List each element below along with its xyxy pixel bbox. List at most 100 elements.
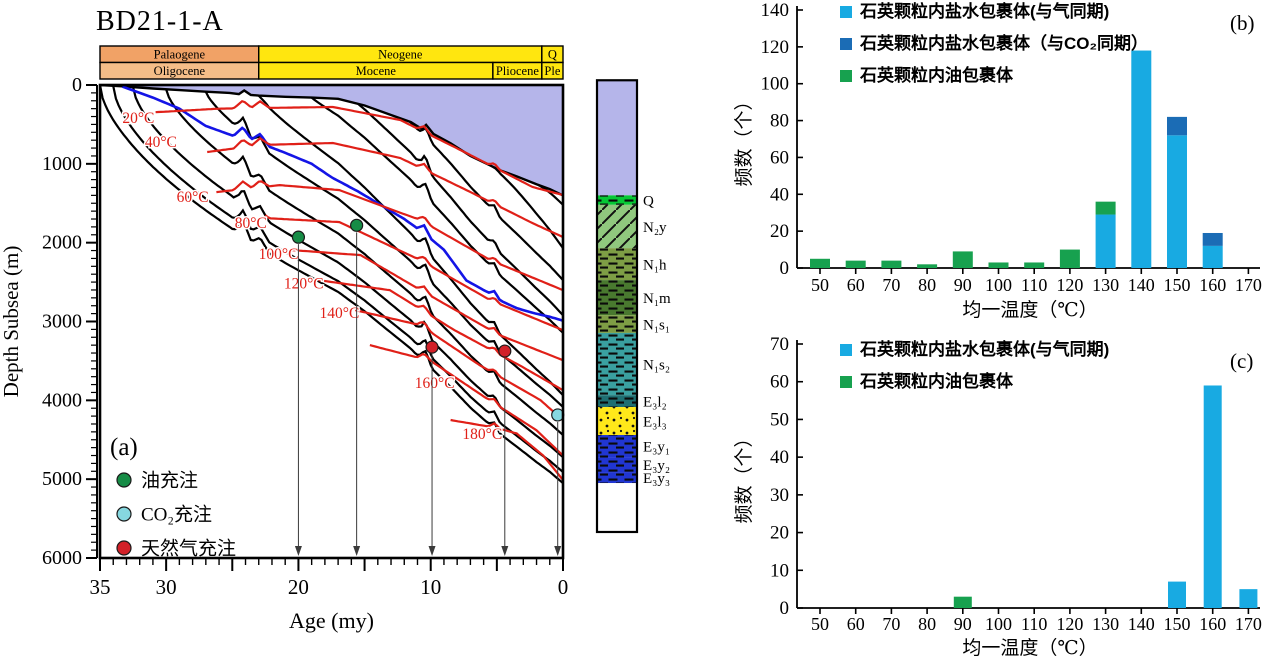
y-tick-label: 60	[770, 372, 789, 393]
column-unit-pattern	[597, 457, 637, 473]
bar-segment	[1202, 245, 1223, 268]
bar-segment	[917, 264, 938, 268]
bar-segment	[1024, 262, 1045, 268]
timescale-label: Palaogene	[154, 48, 206, 62]
isotherm-curve	[355, 309, 563, 422]
x-tick-label: 50	[811, 614, 829, 634]
column-unit-pattern	[597, 248, 637, 281]
x-tick-label: 170	[1235, 275, 1262, 295]
event-arrow-head	[428, 546, 436, 556]
legend-item-label: 石英颗粒内盐水包裹体(与气同期)	[859, 339, 1109, 359]
y-tick-label: 100	[761, 74, 790, 95]
y-tick-label: 5000	[42, 468, 82, 490]
bar-segment	[988, 262, 1009, 268]
x-axis-title: Age (my)	[289, 608, 374, 633]
y-tick-label: 2000	[42, 232, 82, 254]
isotherm-label: 20°C	[122, 110, 154, 127]
column-unit-label: N₁s₁	[643, 318, 670, 334]
burial-curve-base-N1h	[408, 120, 563, 281]
well-title: BD21-1-A	[96, 6, 224, 37]
column-unit-label: N₂y	[643, 220, 667, 236]
bar-segment	[881, 260, 902, 268]
x-tick-label: 110	[1021, 275, 1047, 295]
blue-horizon-curve	[122, 85, 563, 322]
isotherm-label: 60°C	[177, 189, 209, 206]
legend-swatch	[840, 6, 852, 18]
burial-curve-base-N1m	[357, 102, 563, 316]
x-tick-label: 130	[1092, 275, 1119, 295]
bar-segment	[845, 260, 866, 268]
column-unit-label: N₁h	[643, 258, 667, 274]
column-unit-pattern	[597, 204, 637, 249]
legend-swatch	[840, 376, 852, 388]
y-tick-label: 40	[770, 447, 789, 468]
legend-item-label: 石英颗粒内油包裹体	[859, 65, 1014, 85]
x-tick-label: 140	[1128, 275, 1155, 295]
isotherm-curve	[155, 99, 563, 197]
x-tick-label: 150	[1164, 275, 1191, 295]
y-tick-label: 80	[770, 111, 789, 132]
water-wedge	[100, 85, 563, 196]
panel-tag: (b)	[1230, 11, 1255, 35]
bar-segment	[1095, 201, 1116, 215]
legend-swatch	[840, 70, 852, 82]
x-tick-label: 160	[1199, 614, 1226, 634]
x-tick-label: 60	[847, 275, 865, 295]
x-tick-label: 30	[156, 575, 177, 599]
burial-history-plot: 20°C 40°C 60°C 80°C 100°C 120°C 140°C 160°C 180°…	[0, 45, 671, 633]
bar-segment	[1095, 214, 1116, 268]
timescale-cell	[541, 61, 564, 80]
x-tick-label: 50	[811, 275, 829, 295]
y-tick-label: 120	[761, 37, 790, 58]
y-tick-label: 6000	[42, 547, 82, 569]
burial-curve-base-N1s2	[257, 94, 563, 396]
y-tick-label: 140	[761, 0, 790, 21]
x-tick-label: 170	[1235, 614, 1262, 634]
bar-segment	[1202, 232, 1223, 246]
bar-segment	[1239, 589, 1258, 608]
isotherm-label: 40°C	[145, 134, 177, 151]
x-tick-label: 80	[918, 614, 936, 634]
timescale-label: Pliocene	[496, 64, 539, 78]
column-unit-pattern	[597, 195, 637, 205]
isotherm-curve	[264, 214, 563, 332]
y-tick-label: 0	[72, 74, 82, 96]
legend-swatch	[840, 344, 852, 356]
column-unit	[597, 80, 637, 196]
burial-curve-base-N2y	[492, 165, 563, 249]
event-arrow-head	[294, 546, 302, 556]
column-unit-pattern	[597, 280, 637, 316]
column-border	[595, 79, 639, 534]
legend-item-label: 石英颗粒内油包裹体	[859, 371, 1014, 391]
event-dot	[498, 344, 512, 358]
burial-curve-base-E3l3	[165, 88, 563, 436]
bar-segment	[1167, 116, 1187, 136]
bar-segment	[810, 258, 830, 268]
plot-border	[98, 83, 565, 560]
legend-swatch	[840, 38, 852, 50]
column-unit-label: E₃y₂	[643, 458, 670, 474]
isotherm-label: 80°C	[235, 215, 267, 232]
event-dot	[291, 230, 306, 244]
x-tick-label: 90	[954, 275, 972, 295]
histogram-b: 0 20 40 60 80 100 120 140 50 60 70 80 90 100 110 120 130…	[733, 0, 1262, 321]
y-tick-label: 20	[770, 523, 789, 544]
column-unit-pattern	[597, 435, 637, 458]
bar-segment	[1131, 50, 1152, 268]
event-arrow-head	[501, 546, 509, 556]
event-arrow-head	[353, 546, 361, 556]
burial-curve-base-E3y3	[100, 85, 563, 484]
x-tick-label: 70	[882, 614, 900, 634]
y-tick-label: 1000	[42, 153, 82, 175]
x-tick-label: 120	[1056, 614, 1083, 634]
x-tick-label: 100	[985, 275, 1012, 295]
legend-a-item-label: 油充注	[141, 470, 198, 492]
column-unit-pattern	[597, 407, 637, 436]
isotherm-label: 160°C	[415, 375, 455, 392]
isotherm-label: 120°C	[284, 275, 324, 292]
isotherm-curve	[318, 279, 563, 392]
y-tick-label: 10	[770, 560, 789, 581]
panel-a-label: (a)	[110, 434, 138, 461]
legend-item-label: 石英颗粒内盐水包裹体(与气同期)	[859, 1, 1109, 21]
